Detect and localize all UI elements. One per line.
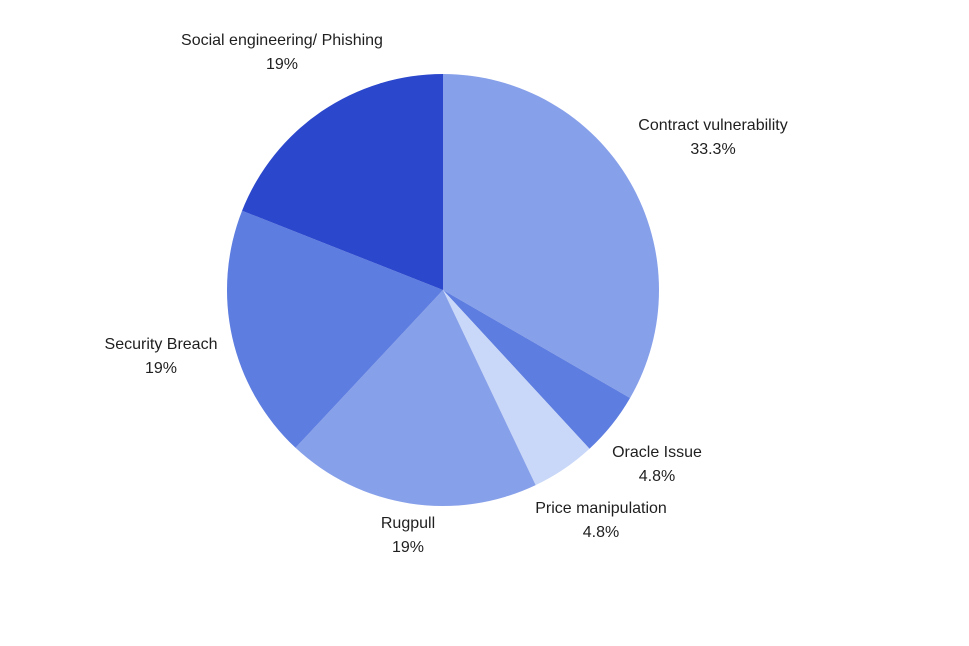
slice-label-oracle-issue: Oracle Issue (612, 444, 702, 461)
slice-percent-security-breach: 19% (145, 360, 177, 377)
pie-slice-contract-vulnerability (443, 74, 659, 398)
pie-slice-rugpull (295, 290, 536, 506)
slice-label-price-manipulation: Price manipulation (535, 500, 667, 517)
slice-percent-contract-vulnerability: 33.3% (690, 141, 735, 158)
pie-slice-oracle-issue (443, 290, 631, 449)
pie-slice-security-breach (226, 210, 443, 448)
slice-label-rugpull: Rugpull (381, 515, 435, 532)
slice-labels: Contract vulnerability 33.3% Oracle Issue 4… (105, 32, 788, 556)
pie-slice-price-manipulation (443, 290, 590, 486)
pie-slices (226, 74, 659, 506)
slice-percent-social-engineering-phishing: 19% (266, 56, 298, 73)
slice-label-contract-vulnerability: Contract vulnerability (638, 117, 787, 134)
slice-percent-price-manipulation: 4.8% (583, 524, 619, 541)
slice-label-security-breach: Security Breach (105, 336, 218, 353)
pie-slice-social-engineering-phishing (242, 74, 443, 290)
slice-label-social-engineering-phishing: Social engineering/ Phishing (181, 32, 383, 49)
slice-percent-oracle-issue: 4.8% (639, 468, 675, 485)
slice-percent-rugpull: 19% (392, 539, 424, 556)
